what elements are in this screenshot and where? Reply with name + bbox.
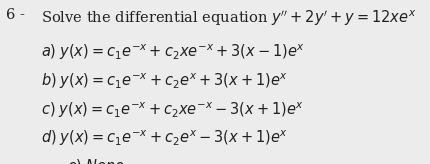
Text: $a)\; y(x) = c_1e^{-x} + c_2xe^{-x} + 3(x-1)e^x$: $a)\; y(x) = c_1e^{-x} + c_2xe^{-x} + 3(… xyxy=(41,43,304,62)
Text: $d)\; y(x) = c_1e^{-x} + c_2e^x - 3(x+1)e^x$: $d)\; y(x) = c_1e^{-x} + c_2e^x - 3(x+1)… xyxy=(41,129,287,148)
Text: $e)\; None$: $e)\; None$ xyxy=(67,157,125,164)
Text: Solve the differential equation $y'' + 2y' + y = 12xe^x$: Solve the differential equation $y'' + 2… xyxy=(41,8,415,28)
Text: $c)\; y(x) = c_1e^{-x} + c_2xe^{-x} - 3(x+1)e^x$: $c)\; y(x) = c_1e^{-x} + c_2xe^{-x} - 3(… xyxy=(41,100,303,120)
Text: $b)\; y(x) = c_1e^{-x} + c_2e^x + 3(x+1)e^x$: $b)\; y(x) = c_1e^{-x} + c_2e^x + 3(x+1)… xyxy=(41,71,287,91)
Text: 6 -: 6 - xyxy=(6,8,25,22)
